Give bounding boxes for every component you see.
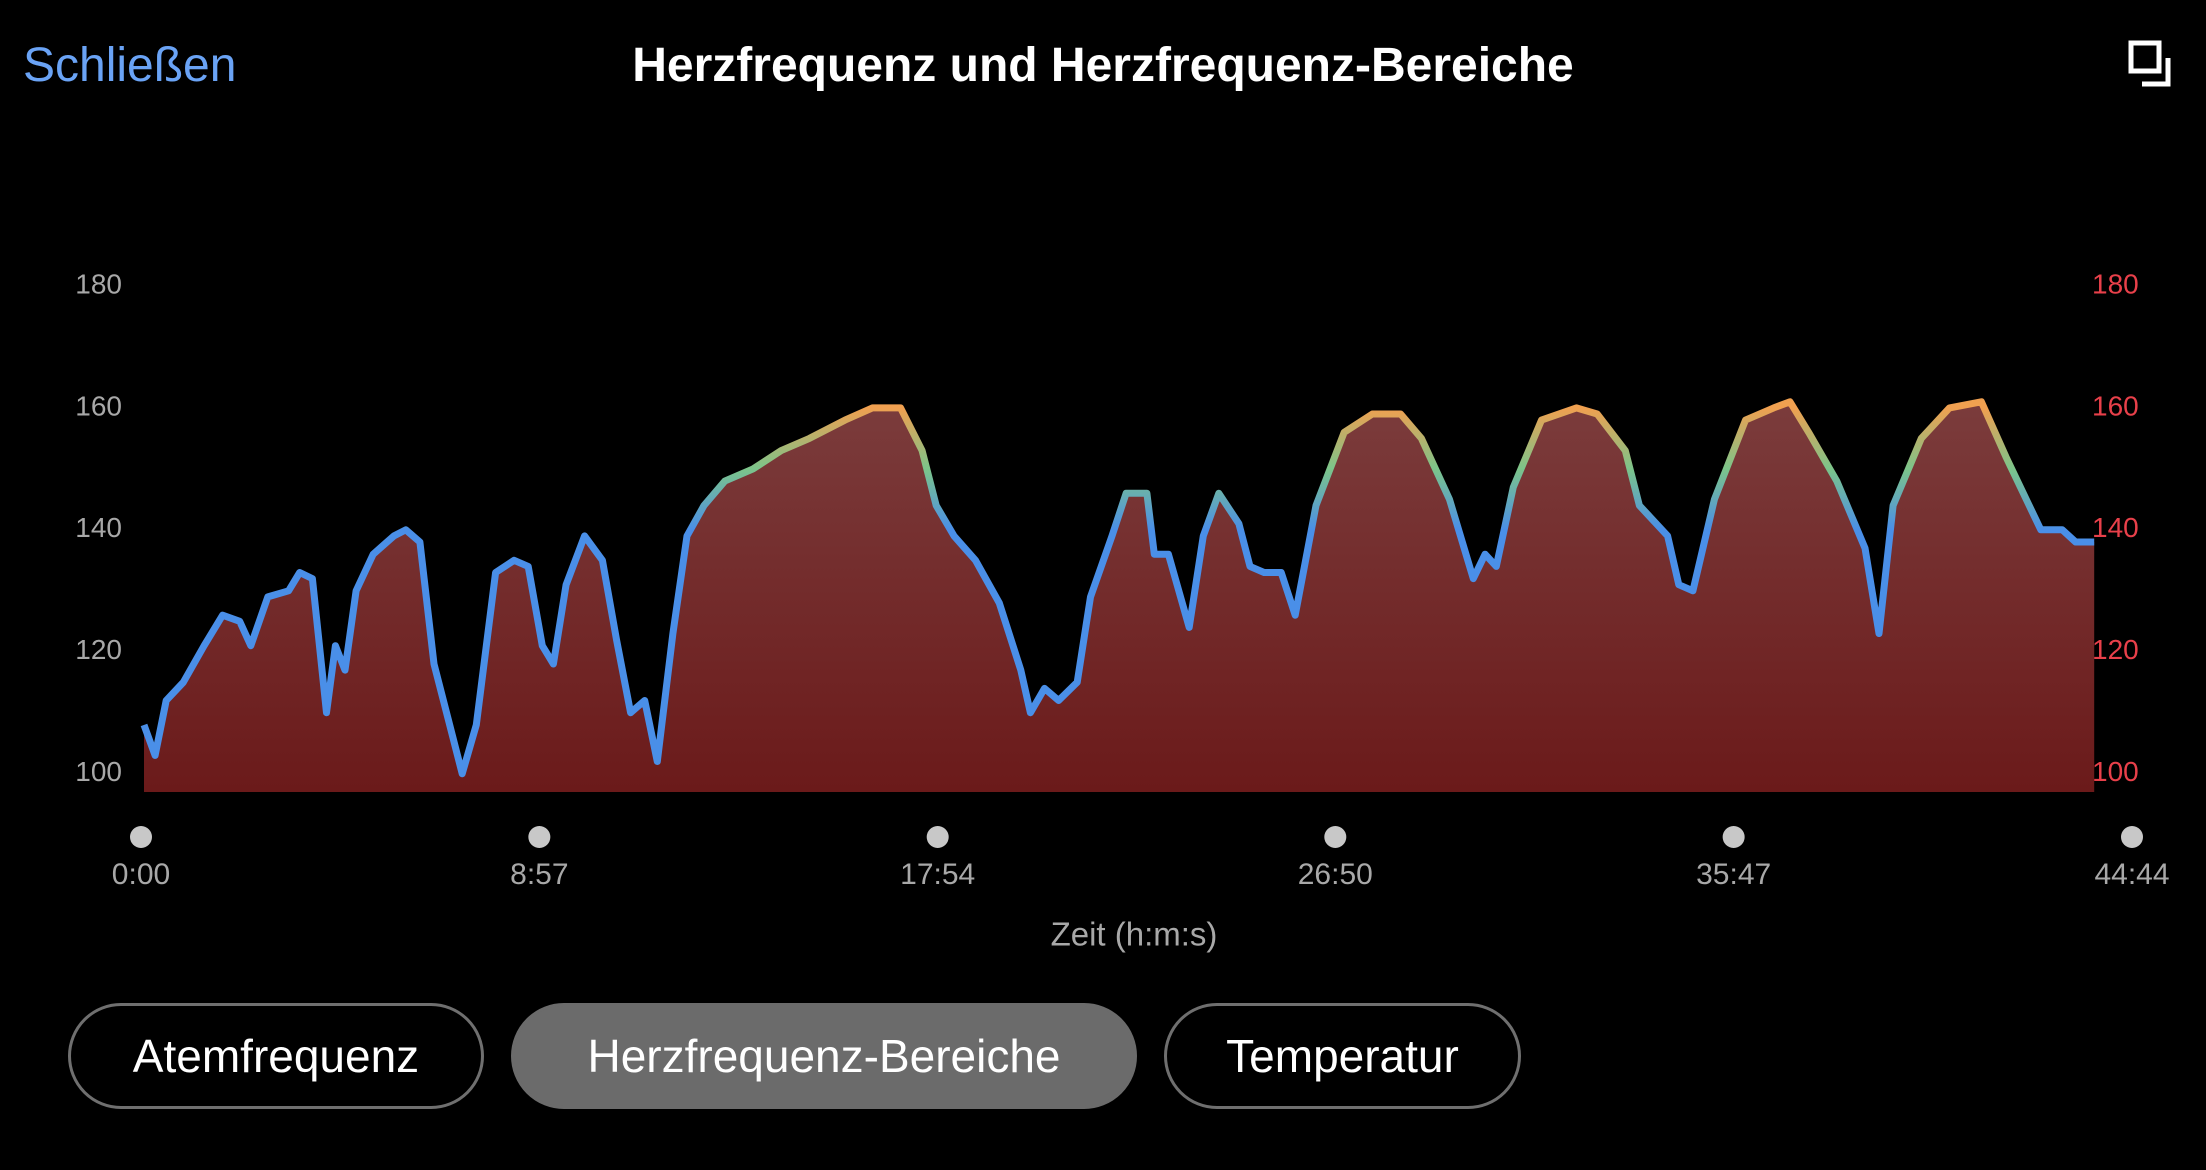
y2-tick-label: 100 bbox=[2092, 756, 2139, 787]
tab[interactable]: Atemfrequenz bbox=[68, 1003, 484, 1109]
x-tick-dot bbox=[2121, 826, 2143, 848]
x-tick-dot bbox=[1722, 826, 1745, 848]
chart: 100 120 140 160 180 100 120 140 160 180 0:00 8:57 17… bbox=[75, 268, 2169, 953]
screen-title: Herzfrequenz und Herzfrequenz-Bereiche bbox=[632, 39, 1574, 92]
y2-tick-label: 140 bbox=[2092, 512, 2139, 543]
y2-tick-label: 120 bbox=[2092, 634, 2139, 665]
x-tick-dot bbox=[1324, 826, 1347, 848]
close-button[interactable]: Schließen bbox=[23, 39, 237, 92]
y2-tick-label: 180 bbox=[2092, 268, 2139, 299]
expand-icon[interactable] bbox=[2128, 40, 2178, 90]
x-tick-label: 17:54 bbox=[900, 858, 975, 891]
x-tick-dot bbox=[130, 826, 152, 848]
area bbox=[144, 401, 2095, 792]
y-tick-label: 180 bbox=[75, 268, 122, 299]
x-axis-title: Zeit (h:m:s) bbox=[1051, 916, 1218, 953]
x-tick-label: 44:44 bbox=[2094, 858, 2169, 891]
x-tick-label: 8:57 bbox=[510, 858, 568, 891]
y2-tick-label: 160 bbox=[2092, 390, 2139, 421]
y-tick-label: 160 bbox=[75, 390, 122, 421]
x-tick-dot bbox=[528, 826, 551, 848]
tab[interactable]: Temperatur bbox=[1164, 1003, 1521, 1109]
x-tick-dot bbox=[926, 826, 949, 848]
tab-selected[interactable]: Herzfrequenz-Bereiche bbox=[511, 1003, 1137, 1109]
y-tick-label: 100 bbox=[75, 756, 122, 787]
x-tick-label: 35:47 bbox=[1696, 858, 1771, 891]
line bbox=[140, 398, 2095, 778]
x-tick-label: 0:00 bbox=[112, 858, 170, 891]
y-tick-label: 140 bbox=[75, 512, 122, 543]
x-tick-label: 26:50 bbox=[1298, 858, 1373, 891]
y-tick-label: 120 bbox=[75, 634, 122, 665]
